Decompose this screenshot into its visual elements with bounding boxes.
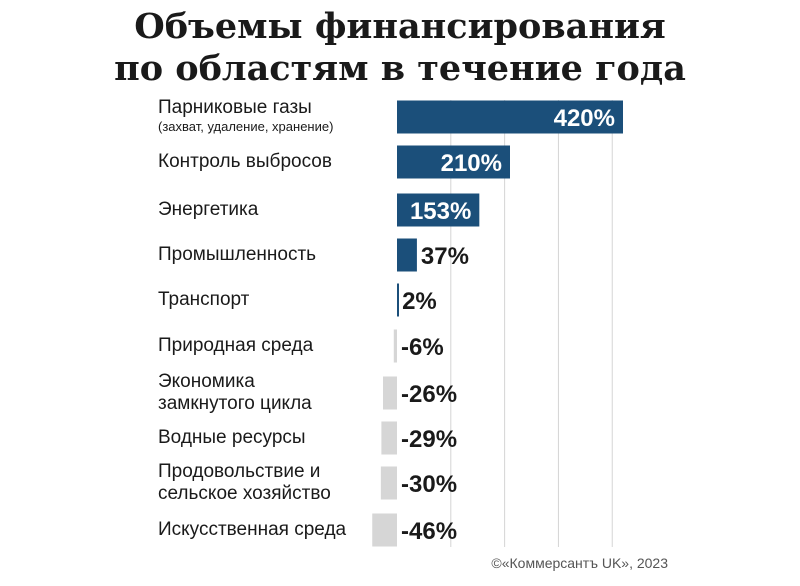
value-label-0: 420% bbox=[554, 105, 615, 132]
bar-1 bbox=[397, 145, 510, 179]
bars bbox=[372, 100, 623, 547]
value-label-4: 2% bbox=[402, 288, 437, 315]
value-label-8: -30% bbox=[401, 471, 457, 498]
value-label-3: 37% bbox=[421, 243, 469, 270]
category-label-6: Экономика замкнутого цикла bbox=[158, 371, 312, 414]
chart-title-line-1: Объемы финансирования bbox=[134, 6, 666, 47]
source-credit: ©«Коммерсантъ UK», 2023 bbox=[491, 555, 668, 571]
value-label-1: 210% bbox=[441, 150, 502, 177]
value-labels: 420% 210% 153% 37% 2% -6% -26% -29% -30% -46% bbox=[401, 105, 615, 545]
bar-0 bbox=[397, 100, 623, 134]
bar-3 bbox=[397, 238, 417, 272]
category-label-0: Парниковые газы (захват, удаление, хранен… bbox=[158, 97, 334, 134]
category-label-2: Энергетика bbox=[158, 199, 259, 220]
bar-9 bbox=[372, 513, 397, 547]
bar-5 bbox=[393, 329, 397, 363]
category-label-3: Промышленность bbox=[158, 244, 317, 265]
bar-4 bbox=[397, 283, 399, 317]
bar-2 bbox=[397, 193, 480, 227]
bar-7 bbox=[381, 421, 397, 455]
category-label-9: Искусственная среда bbox=[158, 519, 347, 540]
category-label-5: Природная среда bbox=[158, 335, 314, 356]
value-label-7: -29% bbox=[401, 426, 457, 453]
category-label-8: Продовольствие и сельское хозяйство bbox=[158, 461, 331, 504]
category-label-7: Водные ресурсы bbox=[158, 427, 306, 448]
value-label-2: 153% bbox=[410, 198, 471, 225]
chart-title-line-2: по областям в течение года bbox=[114, 48, 686, 89]
value-label-6: -26% bbox=[401, 381, 457, 408]
value-label-9: -46% bbox=[401, 518, 457, 545]
value-label-5: -6% bbox=[401, 334, 444, 361]
chart-title: Объемы финансирования по областям в тече… bbox=[0, 6, 800, 90]
category-label-4: Транспорт bbox=[158, 289, 250, 310]
category-label-1: Контроль выбросов bbox=[158, 151, 332, 172]
bar-6 bbox=[383, 376, 397, 410]
bar-8 bbox=[380, 466, 397, 500]
